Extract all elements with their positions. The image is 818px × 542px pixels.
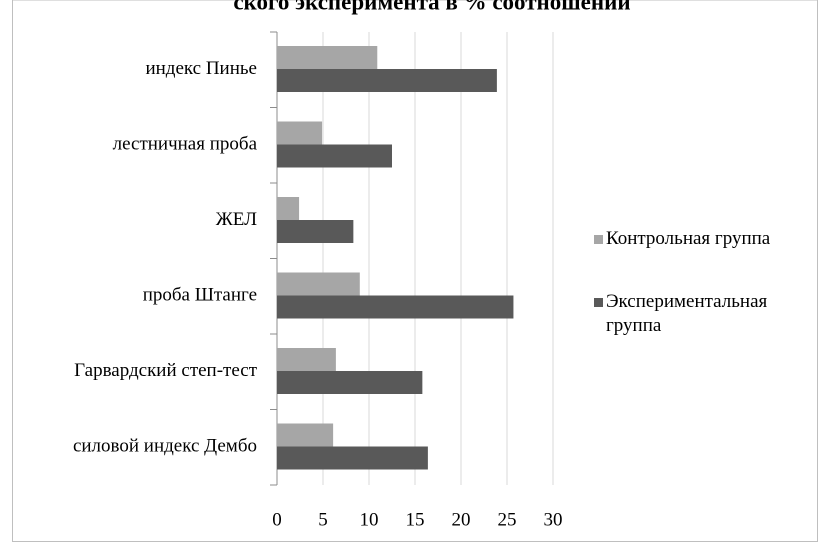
x-tick-label: 10	[360, 509, 379, 530]
x-tick-label: 25	[498, 509, 517, 530]
y-tick-label: проба Штанге	[143, 285, 257, 306]
y-tick-label: силовой индекс Дембо	[73, 436, 257, 457]
x-tick-label: 15	[406, 509, 425, 530]
legend-label: Контрольная группа	[606, 228, 771, 249]
bar	[277, 197, 300, 220]
bar	[277, 446, 428, 470]
bar	[277, 272, 360, 296]
y-tick-label: индекс Пинье	[145, 58, 257, 79]
x-tick-label: 30	[544, 509, 563, 530]
x-tick-label: 0	[272, 509, 282, 530]
bar	[277, 348, 336, 371]
legend-label: Экспериментальная группа	[606, 291, 768, 336]
bar	[277, 121, 323, 145]
bar	[277, 144, 392, 168]
legend-item: Контрольная группа	[594, 227, 814, 251]
y-tick-label: ЖЕЛ	[216, 209, 257, 230]
legend-swatch	[594, 235, 603, 244]
x-tick-label: 5	[318, 509, 328, 530]
legend-swatch	[594, 298, 603, 307]
bar	[277, 295, 514, 319]
bar	[277, 371, 423, 394]
chart-title: ского эксперимента в % соотношении	[233, 0, 630, 14]
bar	[277, 69, 497, 92]
y-tick-label: Гарвардский степ-тест	[74, 360, 258, 381]
bar	[277, 220, 354, 243]
bar	[277, 46, 378, 69]
y-tick-label: лестничная проба	[113, 134, 258, 155]
bar	[277, 423, 334, 447]
legend-item: Экспериментальная группа	[594, 290, 814, 338]
x-tick-label: 20	[452, 509, 471, 530]
